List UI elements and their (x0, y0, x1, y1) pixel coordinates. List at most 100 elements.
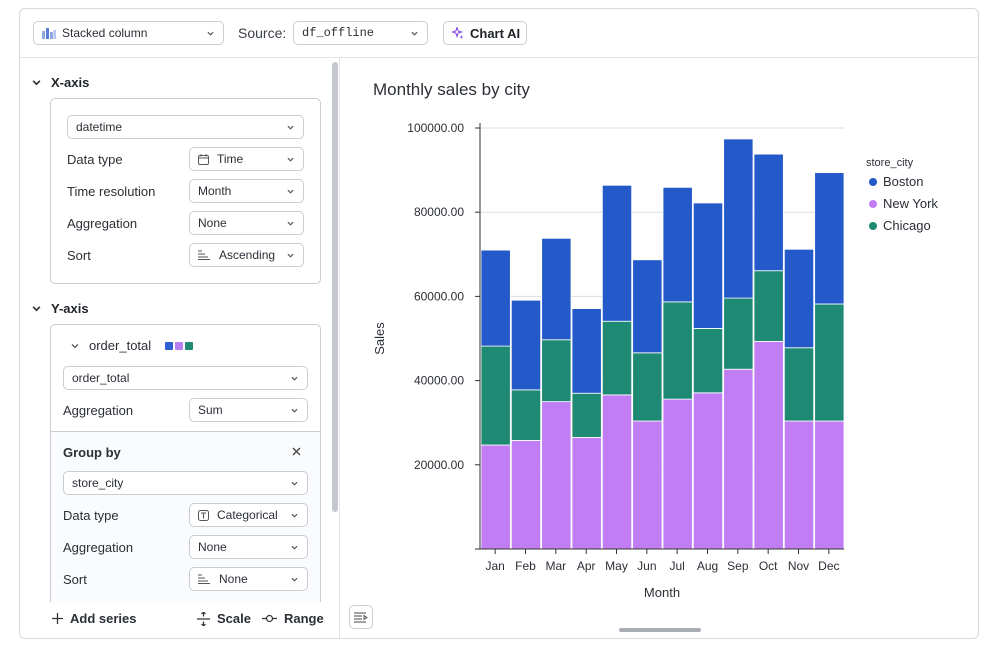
x-data-type-value: Time (217, 152, 244, 166)
bar-boston (601, 184, 633, 322)
y-aggregation-select[interactable]: Sum (189, 398, 308, 422)
x-aggregation-value: None (198, 216, 227, 230)
bar-boston (662, 186, 693, 303)
x-tick-label: Nov (788, 559, 809, 573)
y-axis-title: Sales (372, 322, 387, 355)
x-tick-label: Apr (577, 559, 596, 573)
y-tick-label: 40000.00 (414, 374, 464, 388)
chart-type-select[interactable]: Stacked column (33, 21, 224, 45)
y-column-select[interactable]: order_total (63, 366, 308, 390)
scale-button[interactable]: Scale (197, 611, 251, 626)
x-tick-label: May (605, 559, 628, 573)
bar-boston (632, 259, 663, 354)
legend-label-new-york: New York (883, 196, 938, 211)
x-tick-label: Aug (697, 559, 718, 573)
x-sort-label: Sort (67, 248, 91, 263)
group-aggregation-value: None (198, 540, 227, 554)
x-tick-label: Dec (818, 559, 839, 573)
swatch-new-york (175, 341, 184, 350)
sidebar-scrollbar[interactable] (332, 62, 338, 512)
chart-ai-button[interactable]: Chart AI (443, 21, 527, 45)
x-tick-label: Oct (759, 559, 778, 573)
group-by-title: Group by (63, 445, 121, 460)
chart-type-label: Stacked column (62, 26, 148, 40)
chart-options-button[interactable] (349, 605, 373, 629)
chevron-down-icon (287, 221, 294, 226)
config-sidebar: X-axis datetime Data type Time Time reso… (20, 58, 340, 638)
x-axis-header[interactable]: X-axis (32, 75, 89, 90)
x-data-type-select[interactable]: Time (189, 147, 304, 171)
x-axis-card: datetime Data type Time Time resolution … (50, 98, 321, 284)
x-column-select[interactable]: datetime (67, 115, 304, 139)
x-sort-select[interactable]: Ascending (189, 243, 304, 267)
bar-boston (571, 308, 602, 394)
x-ticks: Jan Feb Mar Apr May Jun Jul Aug Sep Oct Nov Dec (485, 549, 840, 573)
series-color-swatches[interactable] (165, 341, 194, 350)
x-tick-label: Jul (669, 559, 684, 573)
range-icon (262, 614, 277, 623)
legend-title: store_city (866, 157, 914, 169)
bar-new-york (541, 401, 572, 550)
bar-boston (723, 138, 754, 299)
bar-boston (692, 202, 724, 329)
bar-new-york (571, 437, 602, 550)
chevron-down-icon (32, 306, 41, 312)
y-ticks: 100000.00 80000.00 60000.00 40000.00 20000.0… (407, 121, 480, 472)
plus-icon (52, 613, 63, 624)
series-header[interactable]: order_total (71, 338, 194, 353)
legend-label-boston: Boston (883, 174, 923, 189)
group-data-type-select[interactable]: Categorical (189, 503, 308, 527)
legend-dot-boston (869, 178, 877, 186)
bar-new-york (662, 398, 693, 550)
bar-new-york (753, 341, 784, 550)
x-axis-title: Month (644, 585, 680, 600)
bar-new-york (723, 368, 754, 550)
add-series-button[interactable]: Add series (52, 611, 136, 626)
x-tick-label: Jun (637, 559, 656, 573)
group-sort-select[interactable]: None (189, 567, 308, 591)
bar-chicago (601, 320, 633, 396)
x-tick-label: Jan (485, 559, 504, 573)
scale-label: Scale (217, 611, 251, 626)
bar-chicago (541, 339, 572, 403)
bar-boston (510, 299, 542, 391)
close-icon[interactable] (292, 447, 301, 456)
bar-boston (541, 237, 572, 341)
chevron-down-icon (207, 31, 214, 36)
group-by-column-select[interactable]: store_city (63, 471, 308, 495)
group-data-type-label: Data type (63, 508, 119, 523)
legend-dot-new-york (869, 200, 877, 208)
stacked-column-chart: 100000.00 80000.00 60000.00 40000.00 20000.0… (372, 121, 938, 600)
bar-new-york (480, 444, 511, 550)
bar-chicago (783, 347, 815, 422)
x-time-resolution-select[interactable]: Month (189, 179, 304, 203)
x-tick-label: Feb (515, 559, 536, 573)
source-value: df_offline (302, 26, 375, 40)
x-aggregation-label: Aggregation (67, 216, 138, 231)
x-data-type-label: Data type (67, 152, 123, 167)
calendar-icon (198, 153, 209, 165)
bar-new-york (783, 420, 815, 550)
y-column-value: order_total (72, 371, 130, 385)
group-by-column-value: store_city (72, 476, 124, 490)
chevron-down-icon (71, 343, 79, 348)
y-tick-label: 80000.00 (414, 205, 464, 219)
bar-boston (814, 172, 845, 305)
bar-chicago (723, 297, 754, 370)
series-name: order_total (89, 338, 152, 353)
x-column-value: datetime (76, 120, 123, 134)
y-axis-header[interactable]: Y-axis (32, 301, 89, 316)
x-tick-label: Mar (545, 559, 566, 573)
x-time-resolution-value: Month (198, 184, 232, 198)
range-button[interactable]: Range (262, 611, 324, 626)
chevron-down-icon (287, 253, 294, 258)
chart-horizontal-scrollbar[interactable] (619, 628, 701, 632)
group-aggregation-label: Aggregation (63, 540, 134, 555)
bar-boston (783, 248, 815, 349)
x-aggregation-select[interactable]: None (189, 211, 304, 235)
group-aggregation-select[interactable]: None (189, 535, 308, 559)
bar-chicago (632, 352, 663, 422)
group-sort-label: Sort (63, 572, 87, 587)
chevron-down-icon (32, 80, 41, 86)
source-select[interactable]: df_offline (293, 21, 428, 45)
